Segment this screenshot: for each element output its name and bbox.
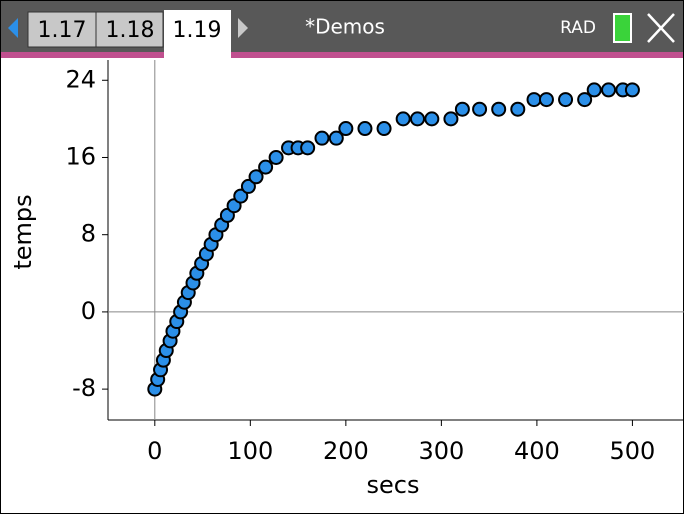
data-point bbox=[376, 121, 392, 137]
battery-icon bbox=[613, 13, 632, 43]
x-axis-label: secs bbox=[367, 471, 420, 499]
data-point bbox=[510, 101, 526, 117]
document-title: *Demos bbox=[305, 15, 385, 39]
data-point bbox=[314, 130, 330, 146]
x-tick-label: 200 bbox=[323, 437, 369, 465]
y-tick-label: 24 bbox=[65, 65, 96, 93]
data-point bbox=[338, 121, 354, 137]
data-point bbox=[472, 101, 488, 117]
y-tick-label: -8 bbox=[72, 374, 96, 402]
next-arrow[interactable] bbox=[238, 18, 248, 38]
data-point bbox=[454, 101, 470, 117]
data-point bbox=[526, 92, 542, 108]
data-point bbox=[240, 178, 256, 194]
tab-label: 1.17 bbox=[38, 18, 87, 43]
data-point bbox=[586, 82, 602, 98]
y-tick-label: 0 bbox=[81, 297, 96, 325]
data-point bbox=[300, 140, 316, 156]
prev-arrow[interactable] bbox=[8, 18, 18, 38]
x-tick-label: 500 bbox=[610, 437, 656, 465]
tab-label: 1.19 bbox=[173, 18, 222, 43]
data-point bbox=[409, 111, 425, 127]
y-axis-label: temps bbox=[9, 194, 37, 269]
data-point bbox=[443, 111, 459, 127]
angle-mode: RAD bbox=[560, 18, 596, 38]
tab-active[interactable] bbox=[164, 10, 231, 58]
data-point bbox=[268, 149, 284, 165]
data-point bbox=[491, 101, 507, 117]
y-tick-label: 8 bbox=[81, 220, 96, 248]
data-point bbox=[538, 92, 554, 108]
x-tick-label: 300 bbox=[418, 437, 464, 465]
x-tick-label: 400 bbox=[514, 437, 560, 465]
data-point bbox=[258, 159, 274, 175]
tab-active-join bbox=[164, 52, 231, 58]
close-icon[interactable] bbox=[647, 13, 675, 43]
accent-bar bbox=[1, 52, 683, 58]
data-point bbox=[328, 130, 344, 146]
data-point bbox=[395, 111, 411, 127]
y-tick-label: 16 bbox=[65, 142, 96, 170]
data-point bbox=[424, 111, 440, 127]
x-tick-label: 100 bbox=[227, 437, 273, 465]
tab-label: 1.18 bbox=[106, 18, 155, 43]
data-point bbox=[624, 82, 640, 98]
data-point bbox=[558, 92, 574, 108]
x-tick-label: 0 bbox=[147, 437, 162, 465]
tab[interactable] bbox=[27, 11, 97, 48]
data-point bbox=[233, 188, 249, 204]
data-point bbox=[577, 92, 593, 108]
data-point bbox=[248, 169, 264, 185]
tab[interactable] bbox=[95, 11, 164, 48]
data-point bbox=[601, 82, 617, 98]
data-point bbox=[357, 121, 373, 137]
